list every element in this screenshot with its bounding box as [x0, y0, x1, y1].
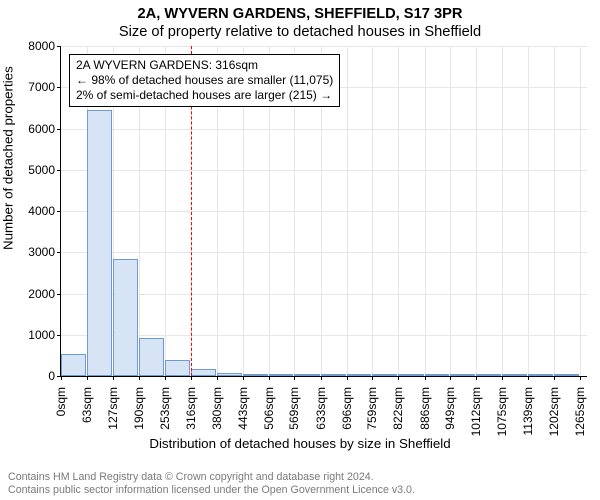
x-tick-label: 127sqm	[106, 383, 120, 430]
gridline-vertical	[528, 46, 529, 376]
x-tick-label: 443sqm	[236, 383, 250, 430]
histogram-bar	[243, 374, 268, 376]
x-tick-label: 316sqm	[184, 383, 198, 430]
x-tick-mark	[528, 376, 529, 380]
x-tick-mark	[347, 376, 348, 380]
x-tick-mark	[243, 376, 244, 380]
gridline-vertical	[398, 46, 399, 376]
x-tick-mark	[113, 376, 114, 380]
x-tick-label: 696sqm	[340, 383, 354, 430]
x-tick-mark	[165, 376, 166, 380]
x-tick-mark	[61, 376, 62, 380]
annotation-box: 2A WYVERN GARDENS: 316sqm ← 98% of detac…	[69, 54, 340, 107]
x-tick-mark	[294, 376, 295, 380]
histogram-bar	[269, 374, 294, 376]
annotation-line-3: 2% of semi-detached houses are larger (2…	[76, 88, 333, 103]
x-tick-mark	[398, 376, 399, 380]
gridline-vertical	[580, 46, 581, 376]
page-subtitle: Size of property relative to detached ho…	[0, 24, 600, 40]
x-tick-label: 886sqm	[418, 383, 432, 430]
gridline-vertical	[502, 46, 503, 376]
x-tick-label: 1139sqm	[521, 383, 535, 435]
x-tick-mark	[476, 376, 477, 380]
histogram-bar	[528, 374, 553, 376]
x-tick-label: 1075sqm	[495, 383, 509, 436]
y-tick-label: 7000	[28, 80, 61, 94]
chart-plot-area: 0100020003000400050006000700080000sqm63s…	[60, 46, 587, 377]
x-tick-mark	[425, 376, 426, 380]
x-tick-label: 949sqm	[443, 383, 457, 430]
x-tick-mark	[139, 376, 140, 380]
x-tick-mark	[191, 376, 192, 380]
histogram-bar	[217, 373, 242, 376]
x-tick-mark	[372, 376, 373, 380]
x-tick-label: 569sqm	[287, 383, 301, 430]
histogram-bar	[425, 374, 450, 376]
x-axis-label: Distribution of detached houses by size …	[0, 436, 600, 451]
footer-attribution: Contains HM Land Registry data © Crown c…	[8, 471, 415, 496]
x-tick-mark	[502, 376, 503, 380]
gridline-vertical	[372, 46, 373, 376]
histogram-bar	[113, 259, 138, 376]
y-tick-label: 0	[48, 369, 61, 383]
histogram-bar	[476, 374, 501, 376]
histogram-bar	[294, 374, 319, 376]
y-tick-label: 1000	[28, 328, 61, 342]
x-tick-label: 506sqm	[262, 383, 276, 430]
x-tick-mark	[321, 376, 322, 380]
x-tick-label: 633sqm	[314, 383, 328, 430]
gridline-vertical	[554, 46, 555, 376]
histogram-bar	[191, 369, 216, 376]
x-tick-label: 822sqm	[391, 383, 405, 430]
page-title: 2A, WYVERN GARDENS, SHEFFIELD, S17 3PR	[0, 6, 600, 22]
x-tick-mark	[269, 376, 270, 380]
gridline-vertical	[425, 46, 426, 376]
x-tick-mark	[217, 376, 218, 380]
gridline-vertical	[347, 46, 348, 376]
annotation-line-1: 2A WYVERN GARDENS: 316sqm	[76, 58, 333, 73]
x-tick-mark	[580, 376, 581, 380]
x-tick-mark	[87, 376, 88, 380]
y-tick-label: 3000	[28, 245, 61, 259]
x-tick-label: 1265sqm	[573, 383, 587, 436]
y-tick-label: 6000	[28, 122, 61, 136]
x-tick-label: 63sqm	[80, 383, 94, 423]
x-tick-label: 1012sqm	[469, 383, 483, 436]
histogram-bar	[165, 360, 190, 376]
histogram-bar	[347, 374, 372, 376]
histogram-bar	[87, 110, 112, 376]
gridline-vertical	[476, 46, 477, 376]
x-tick-mark	[554, 376, 555, 380]
y-tick-label: 2000	[28, 287, 61, 301]
y-tick-label: 4000	[28, 204, 61, 218]
histogram-bar	[139, 338, 164, 376]
x-tick-mark	[450, 376, 451, 380]
y-tick-label: 5000	[28, 163, 61, 177]
histogram-bar	[61, 354, 86, 376]
y-tick-label: 8000	[28, 39, 61, 53]
histogram-bar	[502, 374, 527, 376]
x-tick-label: 253sqm	[158, 383, 172, 430]
histogram-bar	[321, 374, 346, 376]
x-tick-label: 380sqm	[210, 383, 224, 430]
annotation-line-2: ← 98% of detached houses are smaller (11…	[76, 73, 333, 88]
x-tick-label: 0sqm	[54, 383, 68, 416]
histogram-bar	[554, 374, 579, 376]
x-tick-label: 759sqm	[365, 383, 379, 430]
gridline-vertical	[450, 46, 451, 376]
footer-line-1: Contains HM Land Registry data © Crown c…	[8, 471, 415, 483]
x-tick-label: 190sqm	[132, 383, 146, 430]
histogram-bar	[398, 374, 423, 376]
x-tick-label: 1202sqm	[547, 383, 561, 436]
histogram-bar	[450, 374, 475, 376]
histogram-bar	[372, 374, 397, 376]
footer-line-2: Contains public sector information licen…	[8, 484, 415, 496]
y-axis-label: Number of detached properties	[1, 66, 16, 250]
